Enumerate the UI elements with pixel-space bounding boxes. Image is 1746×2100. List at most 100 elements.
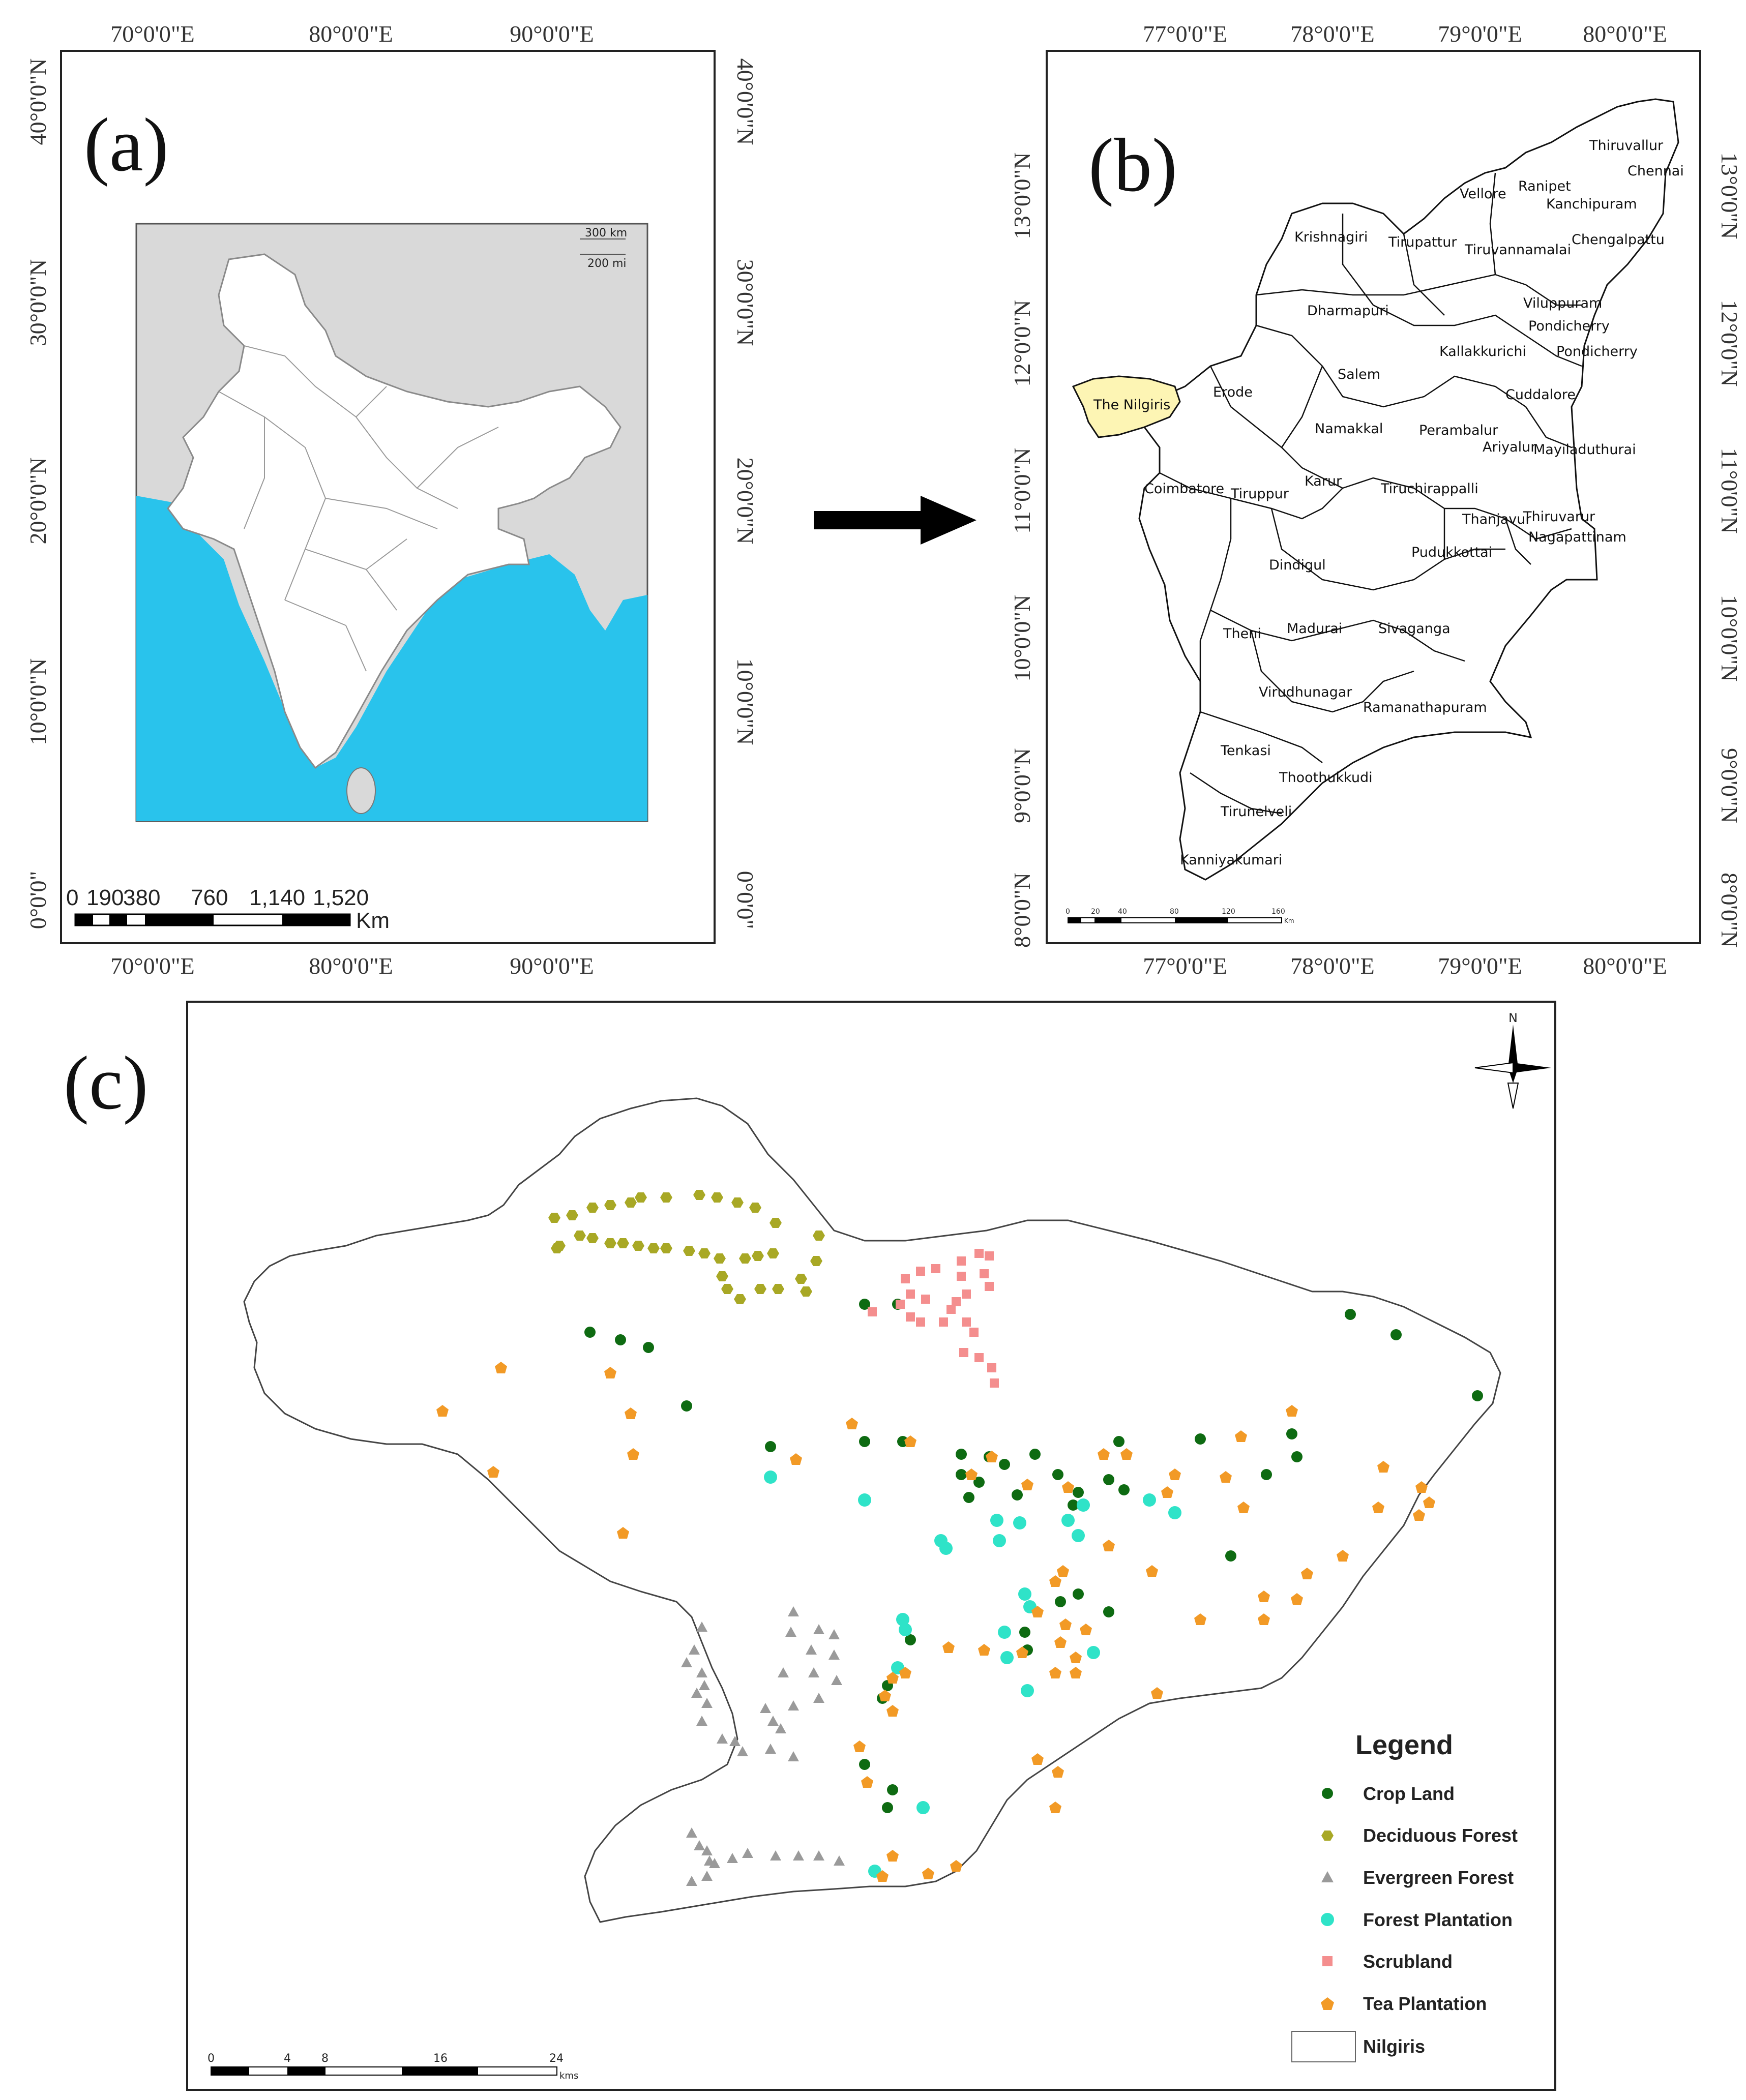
evergreen-point [742, 1848, 753, 1858]
panel-b-top-tick-0: 77°0'0"E [1143, 21, 1227, 47]
tea-point [604, 1367, 616, 1378]
plantation-point [1013, 1516, 1026, 1529]
deciduous-point [617, 1238, 629, 1248]
tea-point [1161, 1486, 1173, 1498]
panel-a-top-tick-1: 80°0'0"E [309, 21, 393, 47]
panel-b-scale-4: 120 [1222, 908, 1235, 916]
crop-point [1261, 1469, 1272, 1480]
plantation-point [896, 1613, 909, 1626]
evergreen-point [785, 1627, 796, 1637]
inset-scale-km: 300 km [585, 227, 627, 239]
evergreen-point [686, 1827, 697, 1838]
panel-a-scale-3: 760 [191, 885, 228, 910]
evergreen-point [737, 1746, 748, 1756]
panel-a-bottom-tick-0: 70°0'0"E [110, 953, 195, 979]
tea-point [861, 1776, 873, 1788]
tea-point [1286, 1405, 1298, 1417]
panel-b: 77°0'0"E 78°0'0"E 79°0'0"E 80°0'0"E 77°0… [1009, 21, 1742, 979]
tea-point [625, 1407, 637, 1419]
plantation-point [1061, 1514, 1075, 1527]
crop-point [615, 1334, 626, 1345]
panel-a-right-tick-1: 30°0'0"N [732, 259, 758, 346]
deciduous-point [625, 1197, 637, 1208]
deciduous-point [548, 1213, 560, 1223]
plantation-point [1021, 1684, 1034, 1697]
crop-point [973, 1477, 985, 1488]
district-tiruvannamalai: Tiruvannamalai [1464, 242, 1571, 258]
tea-point [1220, 1471, 1232, 1483]
panel-b-scale-unit: Km [1284, 917, 1294, 924]
crop-point [905, 1634, 916, 1645]
crop-point [1055, 1596, 1066, 1607]
scrubland-icon [1322, 1956, 1333, 1966]
district-chengalpattu: Chengalpattu [1572, 232, 1665, 248]
plantation-point [990, 1514, 1003, 1527]
evergreen-point [813, 1850, 824, 1861]
legend: Legend Crop Land Deciduous Forest Evergr… [1291, 1730, 1518, 2062]
tea-point [487, 1466, 499, 1478]
district-tirupattur: Tirupattur [1388, 234, 1457, 250]
scrub-point [980, 1269, 989, 1278]
panel-a-right-tick-2: 20°0'0"N [732, 458, 758, 545]
panel-a-scale-bar: 0 190 380 760 1,140 1,520 Km [66, 885, 390, 933]
evergreen-point [701, 1871, 713, 1881]
evergreen-point [689, 1644, 700, 1655]
panel-a-right-tick-0: 40°0'0"N [732, 58, 758, 145]
legend-item-deciduous: Deciduous Forest [1321, 1825, 1518, 1846]
crop-point [1291, 1451, 1303, 1462]
deciduous-point [714, 1253, 726, 1264]
deciduous-point [647, 1243, 660, 1253]
scrub-point [868, 1307, 877, 1316]
tea-point [1049, 1802, 1061, 1813]
district-perambalur: Perambalur [1419, 423, 1498, 438]
plantation-point [1072, 1529, 1085, 1542]
deciduous-point [749, 1203, 761, 1213]
evergreen-point [696, 1667, 707, 1677]
tea-point [1057, 1565, 1069, 1577]
panel-b-top-tick-3: 80°0'0"E [1583, 21, 1667, 47]
evergreen-point [828, 1629, 840, 1639]
forest-plantation-icon [1321, 1913, 1334, 1926]
tea-point [1052, 1766, 1064, 1778]
evergreen-point [770, 1850, 781, 1861]
panel-a-scale-2: 380 [123, 885, 160, 910]
evergreen-point [729, 1736, 741, 1746]
nilgiris-boundary-icon [1291, 2031, 1356, 2062]
legend-item-plantation: Forest Plantation [1321, 1909, 1513, 1930]
tea-point [886, 1850, 899, 1862]
crop-point [643, 1342, 654, 1353]
deciduous-point [739, 1253, 751, 1264]
scrub-point [916, 1267, 925, 1276]
panel-b-bottom-tick-1: 78°0'0"E [1290, 953, 1375, 979]
panel-b-bottom-tick-2: 79°0'0"E [1438, 953, 1522, 979]
plantation-point [993, 1534, 1006, 1547]
evergreen-forest-icon [1321, 1871, 1334, 1882]
scrub-point [974, 1249, 984, 1258]
district-thiruvallur: Thiruvallur [1589, 138, 1664, 154]
crop-point [1472, 1390, 1483, 1401]
panel-a-scale-4: 1,140 [249, 885, 305, 910]
crop-land-icon [1322, 1788, 1333, 1799]
panel-c-scale-bar: 0 4 8 16 24 kms [208, 2052, 578, 2081]
district-pudukkottai: Pudukkottai [1411, 545, 1492, 560]
panel-c-scale-2: 8 [321, 2052, 329, 2065]
deciduous-point [810, 1256, 822, 1266]
plantation-point [939, 1542, 953, 1555]
legend-item-tea: Tea Plantation [1321, 1993, 1487, 2014]
tea-point [1146, 1565, 1158, 1577]
crop-point [1390, 1329, 1402, 1340]
district-karur: Karur [1305, 473, 1342, 489]
district-erode: Erode [1213, 384, 1253, 400]
panel-a: 70°0'0"E 80°0'0"E 90°0'0"E 70°0'0"E 80°0… [25, 21, 758, 979]
tamil-nadu-map [1072, 98, 1679, 881]
panel-a-left-tick-2: 20°0'0"N [25, 458, 51, 545]
plantation-point [1143, 1493, 1156, 1507]
panel-b-scale-1: 20 [1091, 908, 1100, 916]
tea-point [1235, 1430, 1247, 1442]
panel-b-left-tick-5: 8°0'0"N [1009, 873, 1035, 948]
deciduous-point [800, 1286, 812, 1297]
district-ranipet: Ranipet [1518, 178, 1571, 194]
plantation-point [1018, 1587, 1031, 1601]
deciduous-point [698, 1248, 711, 1258]
